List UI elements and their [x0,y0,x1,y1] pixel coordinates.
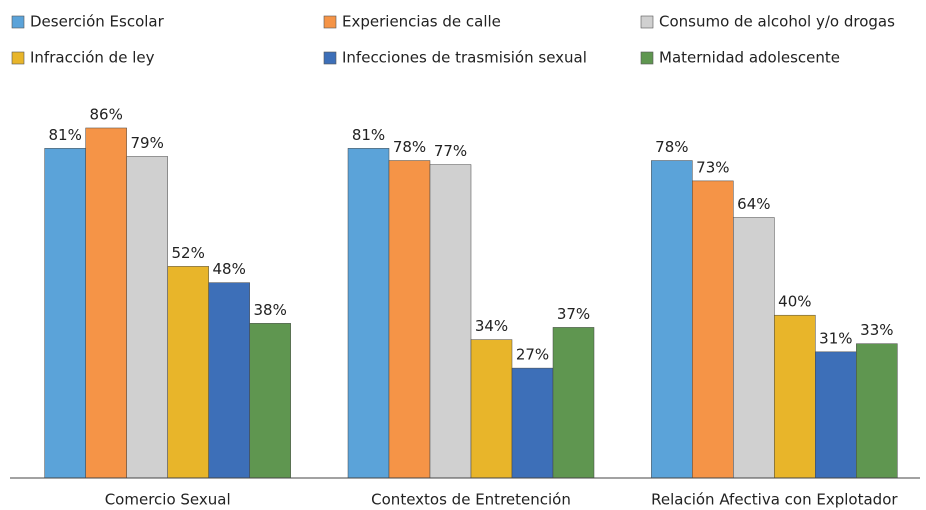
legend-label: Maternidad adolescente [659,49,840,67]
bar [167,266,209,479]
value-label: 48% [212,260,245,278]
bar [85,127,127,479]
value-label: 86% [89,105,122,123]
x-tick-label: Comercio Sexual [105,491,231,509]
legend-swatch [640,15,654,29]
value-label: 78% [393,138,426,156]
value-label: 73% [696,158,729,176]
legend-swatch [11,51,25,65]
value-label: 64% [737,195,770,213]
value-label: 52% [171,244,204,262]
value-label: 81% [48,126,81,144]
value-label: 38% [253,301,286,319]
bar [692,180,734,479]
legend-label: Consumo de alcohol y/o drogas [659,13,895,31]
legend-label: Deserción Escolar [30,13,165,31]
value-label: 77% [434,142,467,160]
x-tick-label: Relación Afectiva con Explotador [651,491,898,509]
legend-swatch [323,51,337,65]
legend-swatch [323,15,337,29]
value-label: 40% [778,293,811,311]
legend-swatch [11,15,25,29]
bar [44,148,86,479]
bar [249,323,291,479]
value-label: 81% [352,126,385,144]
bar [856,343,898,479]
value-label: 79% [130,134,163,152]
legend-label: Experiencias de calle [342,13,501,31]
value-label: 33% [860,321,893,339]
bar [126,156,168,479]
bar [388,160,431,479]
bar [347,148,390,479]
bar [208,282,250,479]
x-tick-label: Contextos de Entretención [371,491,571,509]
bar [552,327,595,479]
bar [511,367,554,479]
legend-label: Infecciones de trasmisión sexual [342,49,587,67]
value-label: 37% [557,305,590,323]
bar [470,339,513,479]
value-label: 78% [655,138,688,156]
legend-swatch [640,51,654,65]
bar [815,351,857,479]
bar [733,217,775,479]
value-label: 34% [475,317,508,335]
value-label: 31% [819,329,852,347]
bar [429,164,472,479]
legend-label: Infracción de ley [30,49,155,67]
bar [774,314,816,479]
bar [651,160,693,479]
value-label: 27% [516,346,549,364]
